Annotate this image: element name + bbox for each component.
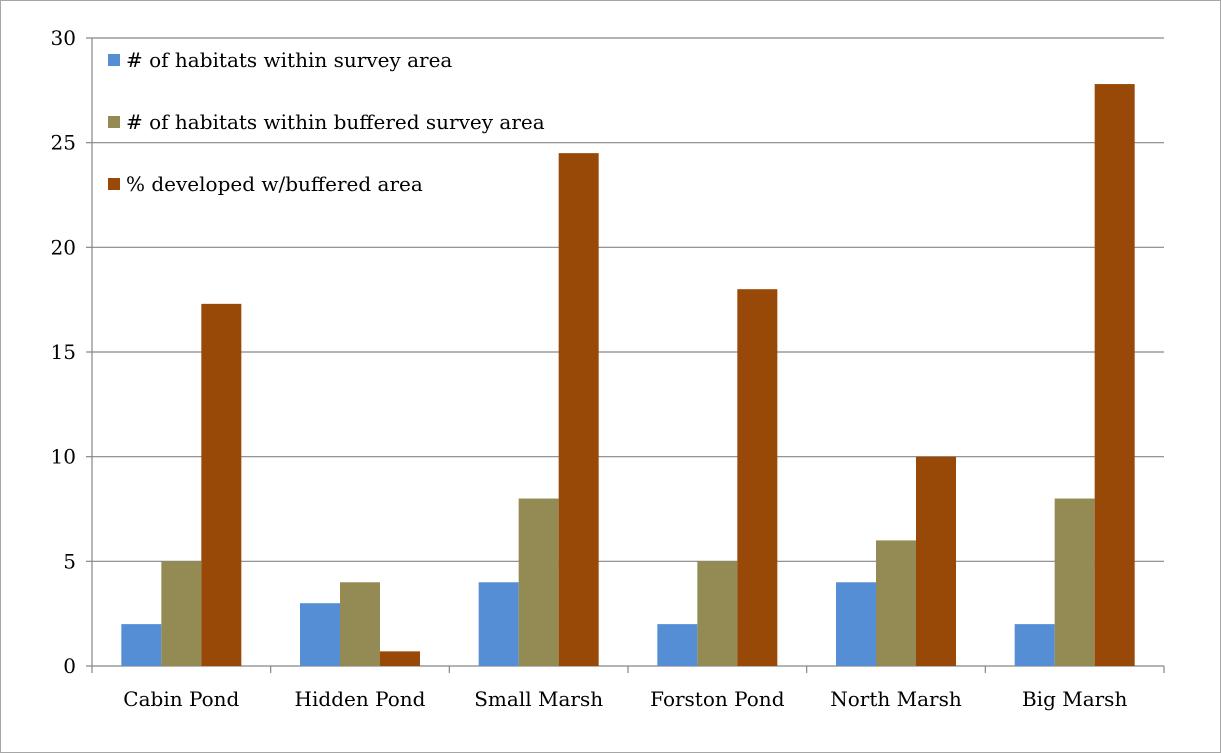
bar-2-6 [1054,498,1095,666]
bar-3-5 [916,456,956,666]
x-category-label: Small Marsh [474,687,603,711]
y-axis: 0 5 10 15 20 25 30 [51,26,93,678]
legend-swatch [108,178,120,190]
legend: # of habitats within survey area # of hab… [108,48,545,196]
legend-label: # of habitats within survey area [126,48,452,72]
legend-swatch [108,116,120,128]
bar-2-5 [876,540,916,666]
bar-3-1 [201,303,242,666]
y-tick-label: 25 [51,131,76,155]
y-tick-label: 0 [63,654,76,678]
bar-1-1 [121,624,162,666]
x-axis: Cabin Pond Hidden Pond Small Marsh Forston … [91,665,1165,711]
bar-3-6 [1094,84,1135,666]
y-tick-label: 20 [51,235,76,259]
x-category-label: Hidden Pond [295,687,426,711]
x-category-label: Big Marsh [1022,687,1127,711]
bars [121,84,1135,667]
bar-1-3 [478,582,519,666]
bar-3-2 [380,651,420,666]
bar-1-2 [300,603,340,666]
bar-3-3 [558,153,599,667]
bar-2-2 [340,582,380,666]
bar-3-4 [737,289,778,666]
legend-label: # of habitats within buffered survey are… [126,110,545,134]
bar-1-6 [1014,624,1055,666]
y-tick-label: 10 [51,445,76,469]
y-tick-label: 30 [51,26,76,50]
bar-2-3 [518,498,559,666]
gridlines [92,37,1164,562]
bar-2-4 [697,561,738,666]
y-tick-label: 5 [63,549,76,573]
y-tick-label: 15 [51,340,76,364]
legend-label: % developed w/buffered area [126,172,423,196]
bar-1-4 [657,624,698,666]
x-category-label: Forston Pond [650,687,785,711]
x-category-label: North Marsh [830,687,962,711]
x-category-label: Cabin Pond [123,687,239,711]
legend-swatch [108,54,120,66]
bar-2-1 [161,561,202,666]
bar-1-5 [836,582,876,666]
